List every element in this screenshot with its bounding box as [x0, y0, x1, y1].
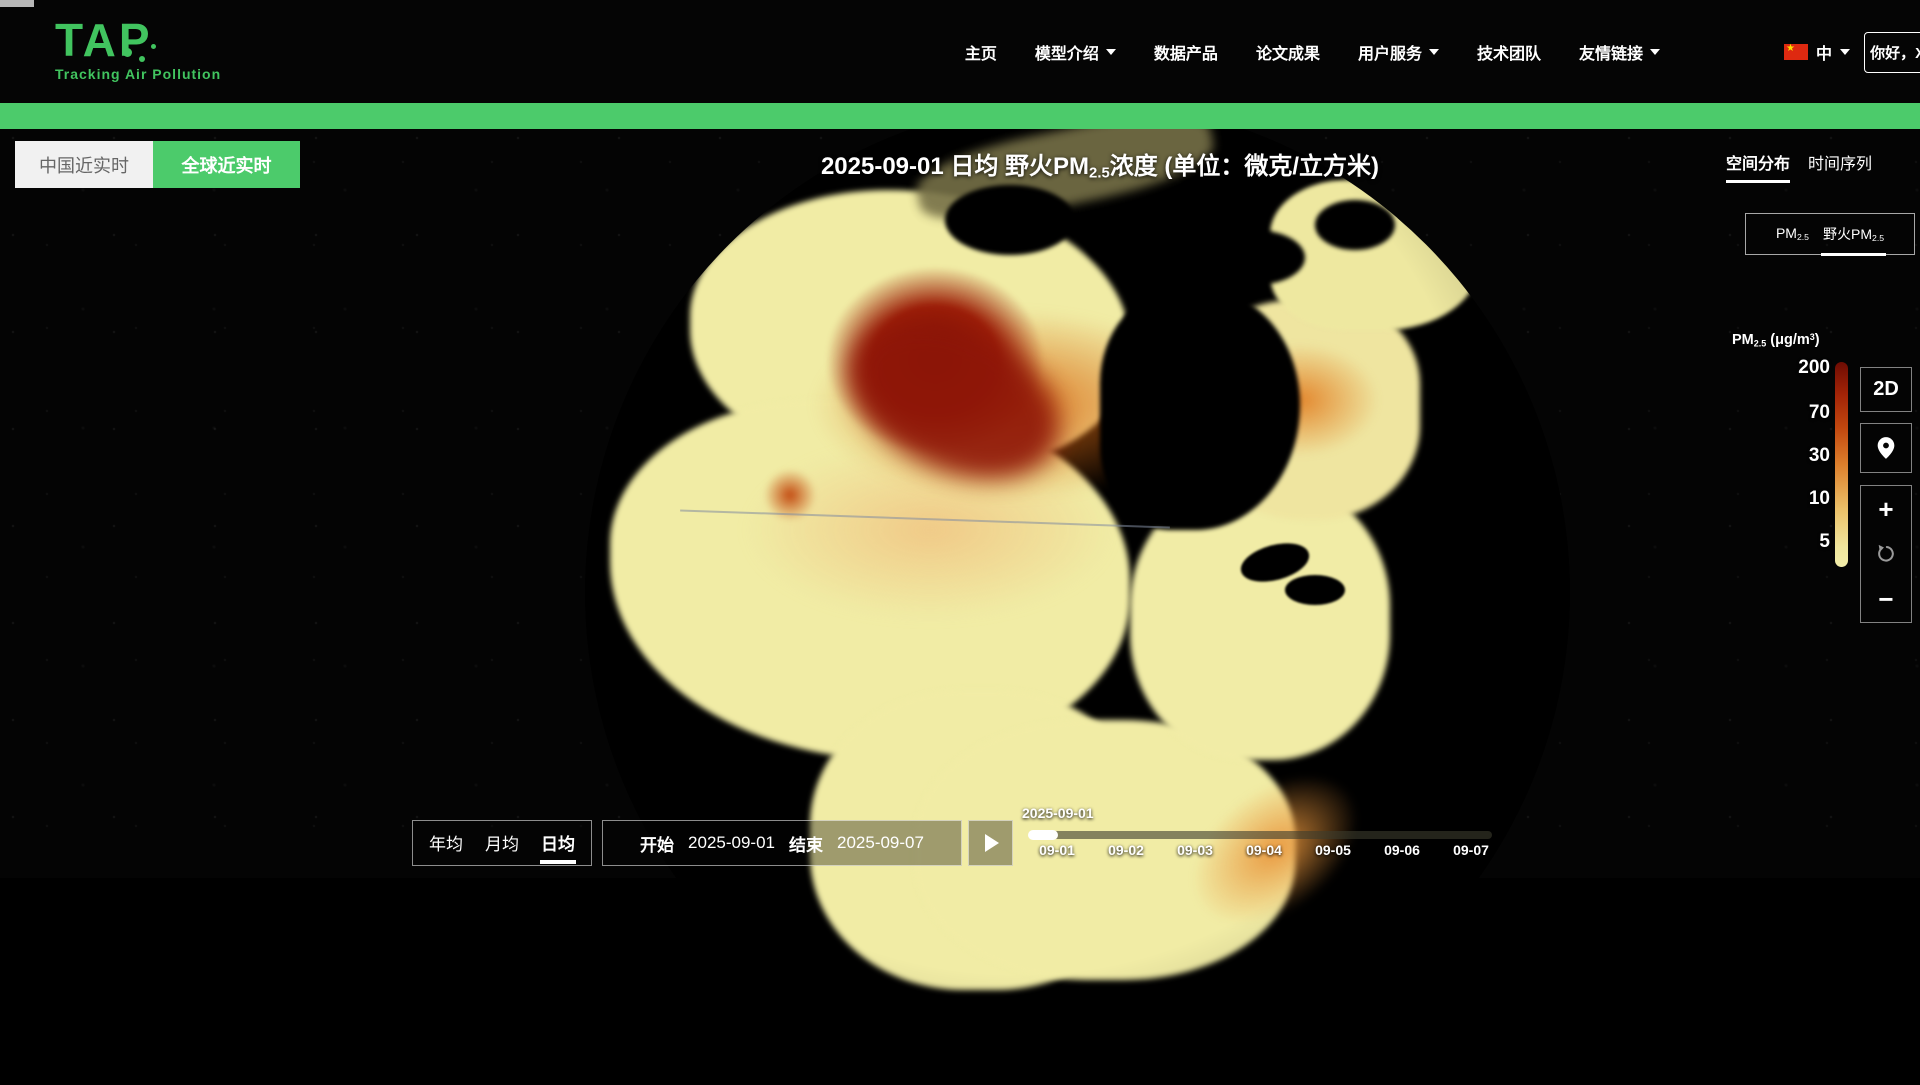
legend-title: PM2.5 (μg/m3)	[1732, 332, 1820, 349]
timeline-tick-0907[interactable]: 09-07	[1453, 842, 1489, 858]
time-mode-box: 年均 月均 日均	[412, 820, 592, 866]
timeline-tick-0902[interactable]: 09-02	[1108, 842, 1144, 858]
legend-tick-200: 200	[1798, 357, 1830, 378]
legend-tick-10: 10	[1808, 488, 1830, 509]
nav-item-home[interactable]: 主页	[964, 45, 997, 63]
play-icon	[985, 834, 999, 852]
location-pin-icon	[1877, 437, 1895, 459]
timeline-tooltip: 2025-09-01	[1022, 805, 1094, 821]
nav-item-links[interactable]: 友情链接	[1579, 40, 1660, 64]
timeline-tick-0905[interactable]: 09-05	[1315, 842, 1351, 858]
chevron-down-icon	[1105, 48, 1116, 55]
tab-spatial-distribution[interactable]: 空间分布	[1726, 150, 1791, 183]
locate-button[interactable]	[1860, 423, 1912, 473]
chevron-down-icon	[1650, 48, 1660, 55]
zoom-controls: + −	[1860, 485, 1912, 623]
top-navbar: TAP Tracking Air Pollution 主页 模型介绍 数据产品 …	[0, 0, 1920, 103]
end-date-label: 结束	[789, 835, 823, 855]
nav-item-publications[interactable]: 论文成果	[1255, 45, 1320, 63]
user-menu-button[interactable]: 你好，XiaoQingyang	[1864, 32, 1920, 73]
date-range-box: 开始 2025-09-01 结束 2025-09-07	[602, 820, 962, 866]
timeline-tick-0903[interactable]: 09-03	[1177, 842, 1213, 858]
user-greeting: 你好，XiaoQingyang	[1870, 45, 1920, 62]
scrollbar-artifact	[0, 0, 34, 7]
start-date-label: 开始	[640, 835, 675, 855]
nav-item-data-products[interactable]: 数据产品	[1153, 45, 1218, 63]
rotate-ccw-icon[interactable]	[1876, 544, 1896, 564]
logo-dot-icon	[151, 44, 156, 49]
start-date-value[interactable]: 2025-09-01	[688, 833, 775, 852]
timeline-handle[interactable]	[1028, 830, 1058, 840]
china-realtime-button[interactable]: 中国近实时	[15, 141, 153, 188]
mode-monthly[interactable]: 月均	[485, 834, 519, 854]
legend-colorbar	[1835, 362, 1848, 567]
globe-stage[interactable]: 中国近实时 全球近实时 2025-09-01 日均 野火PM2.5浓度 (单位：…	[0, 100, 1920, 1085]
chevron-down-icon	[1840, 48, 1850, 55]
timeline-tick-0901[interactable]: 09-01	[1039, 842, 1075, 858]
logo-dot-icon	[123, 48, 132, 57]
accent-progress-bar	[0, 103, 1920, 129]
logo-dot-icon	[139, 56, 145, 62]
layer-pm25[interactable]: PM2.5	[1775, 225, 1809, 243]
panel-tabs: 空间分布 时间序列	[1726, 150, 1872, 183]
nav-item-tech-team[interactable]: 技术团队	[1476, 45, 1541, 63]
tap-logo[interactable]: TAP Tracking Air Pollution	[55, 14, 221, 82]
toggle-2d-button[interactable]: 2D	[1860, 367, 1912, 412]
mode-daily[interactable]: 日均	[540, 820, 576, 867]
zoom-in-button[interactable]: +	[1878, 494, 1894, 524]
tab-time-series[interactable]: 时间序列	[1808, 156, 1873, 173]
logo-subtitle: Tracking Air Pollution	[55, 66, 222, 82]
region-toggle: 中国近实时 全球近实时	[15, 141, 300, 188]
legend-tick-5: 5	[1819, 531, 1830, 552]
logo-title: TAP	[55, 14, 153, 66]
end-date-value[interactable]: 2025-09-07	[837, 833, 924, 852]
china-flag-icon: ★	[1783, 43, 1808, 60]
chevron-down-icon	[1428, 48, 1439, 55]
mode-annual[interactable]: 年均	[429, 834, 463, 854]
language-label: 中	[1815, 45, 1832, 63]
timeline-tick-0906[interactable]: 09-06	[1384, 842, 1420, 858]
legend-tick-70: 70	[1808, 402, 1830, 423]
play-button[interactable]	[968, 820, 1013, 866]
globe-map[interactable]	[585, 100, 1570, 1085]
nav-item-user-services[interactable]: 用户服务	[1358, 40, 1439, 64]
zoom-out-button[interactable]: −	[1878, 584, 1894, 614]
layer-toggle: PM2.5 野火PM2.5	[1745, 213, 1915, 256]
layer-wildfire-pm25[interactable]: 野火PM2.5	[1820, 220, 1887, 256]
timeline-tick-0904[interactable]: 09-04	[1246, 842, 1282, 858]
legend-tick-30: 30	[1808, 445, 1830, 466]
nav-links: 主页 模型介绍 数据产品 论文成果 用户服务 技术团队 友情链接	[965, 0, 1660, 103]
timeline-track[interactable]	[1030, 831, 1492, 839]
nav-item-model-intro[interactable]: 模型介绍	[1035, 40, 1116, 64]
language-selector[interactable]: ★ 中 你好，XiaoQingyang	[1783, 0, 1920, 103]
global-realtime-button[interactable]: 全球近实时	[153, 141, 300, 188]
map-title: 2025-09-01 日均 野火PM2.5浓度 (单位：微克/立方米)	[820, 153, 1380, 182]
